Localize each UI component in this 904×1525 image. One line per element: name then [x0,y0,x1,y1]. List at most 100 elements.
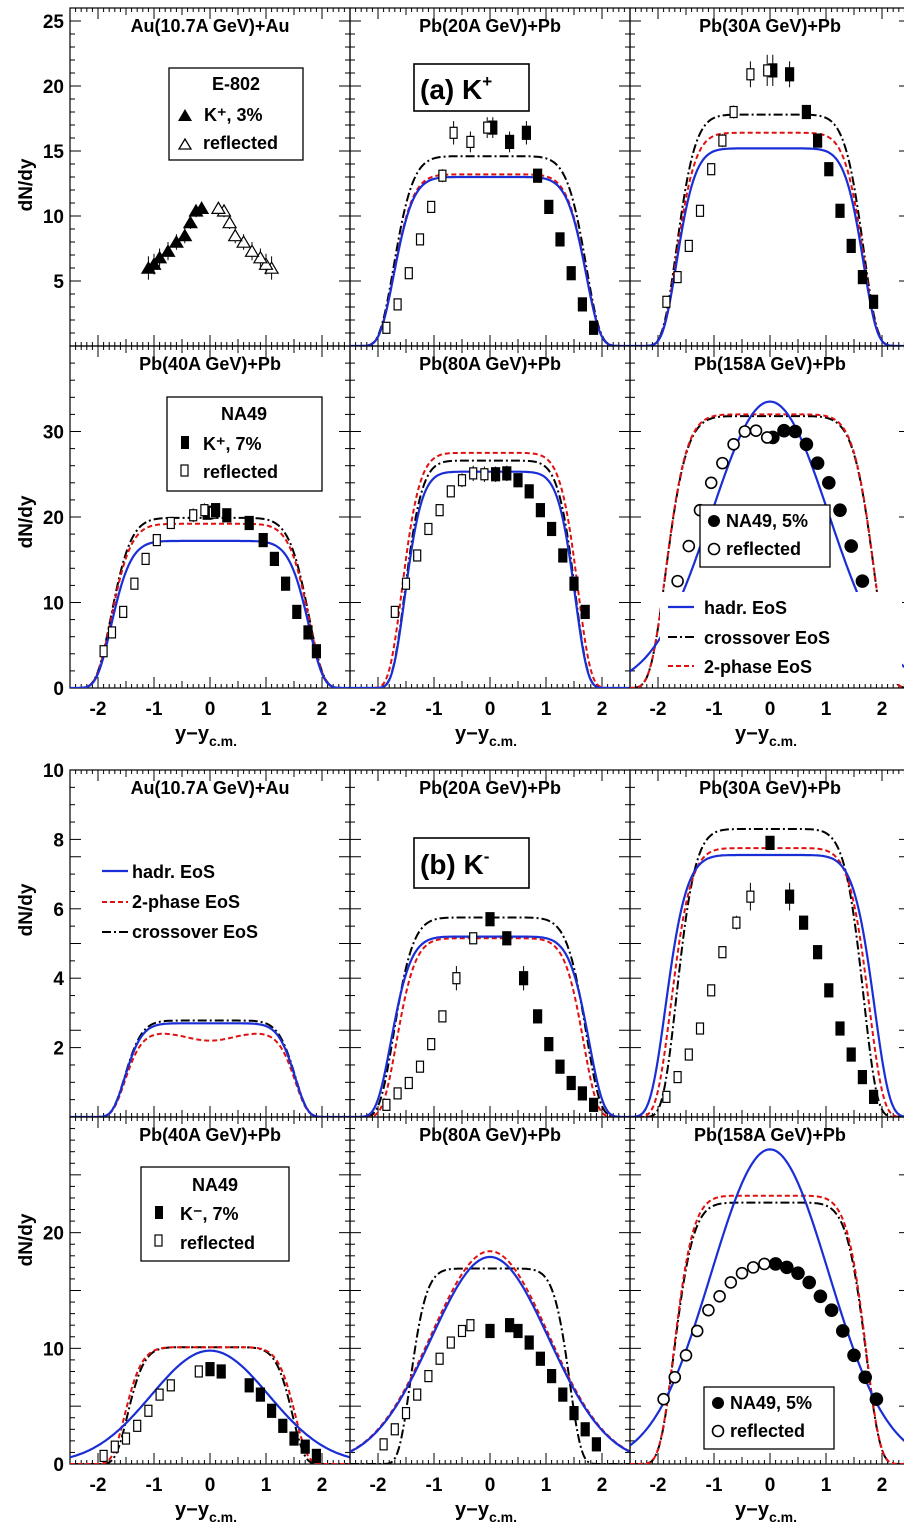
data-point [289,1431,299,1446]
data-point [824,1303,839,1317]
x-tick-label: 0 [205,699,216,720]
x-tick-label: 1 [261,699,272,720]
data-point [569,1406,579,1421]
x-tick-label: -1 [706,1475,723,1496]
data-point [824,162,834,177]
panel: Pb(20A GeV)+Pb [349,769,631,1118]
reflected-point [99,1449,108,1463]
reflected-point [695,1022,705,1035]
data-point [521,125,532,140]
legend-na49-5pct-reflected: reflected [730,1421,805,1441]
label-a-k-plus: (a) K+ [413,63,530,112]
reflected-point [435,1352,444,1365]
data-point [146,257,162,270]
x-tick-label: -1 [426,699,443,720]
data-point [588,1097,599,1112]
panel-title: Pb(80A GeV)+Pb [419,354,561,374]
reflected-point [401,577,411,590]
reflected-point [382,321,391,334]
data-point [502,466,512,481]
reflected-point [724,1276,738,1289]
panel: Pb(80A GeV)+Pb -2 -1 0 1 2 [349,345,631,720]
reflected-point [144,1404,153,1417]
data-point [532,168,543,183]
open-circle-icon [711,1424,725,1438]
reflected-point [252,250,268,264]
reflected-point [718,946,727,959]
reflected-point [227,228,243,242]
reflected-point [738,425,752,438]
reflected-point [684,239,693,252]
label-b-k-minus: (b) K- [413,837,530,889]
reflected-point [480,468,489,481]
reflected-point [107,626,117,639]
data-point [278,1418,288,1433]
reflected-point [382,1098,391,1111]
data-point [544,199,554,214]
x-tick-label: 0 [765,699,776,720]
x-tick-label: 2 [597,1475,608,1496]
data-point [168,234,184,248]
data-point [857,270,868,285]
two-phase-eos-curve [350,937,630,1117]
two-phase-eos-curve [70,217,350,346]
data-point [505,1318,515,1333]
legend-na49-kminus-k-entry: K⁻, 7% [180,1204,239,1224]
x-axis-labels: y−yc.m. y−yc.m. y−yc.m. y−yc.m. y−yc.m. y−yc.… [175,723,797,1525]
x-tick-label: 2 [317,1475,328,1496]
y-tick-label: 8 [53,830,64,851]
hadr-eos-curve [350,470,630,688]
reflected-point [466,1319,475,1332]
data-point [868,294,879,309]
x-axis-label: y−yc.m. [455,723,517,749]
data-point [835,203,845,218]
legend-na49-5pct-box [703,1386,835,1450]
data-point [485,1323,495,1339]
reflected-point [236,234,252,248]
open-triangle-icon [177,137,193,150]
data-point [513,1323,523,1339]
y-axis-label: dN/dy [16,158,37,211]
legend-na49-5pct-a: NA49, 5% reflected [699,504,831,568]
y-tick-label: 10 [43,594,64,615]
two-phase-eos-curve [630,413,904,688]
data-point [799,437,814,452]
data-point [303,625,313,640]
reflected-point [133,1419,142,1432]
data-point [569,576,579,591]
x-tick-label: 0 [205,1475,216,1496]
y-tick-label: 2 [53,1039,64,1060]
data-point [821,475,836,490]
y-axis-label: dN/dy [16,1213,37,1266]
data-point [502,931,512,946]
x-tick-label: -1 [706,699,723,720]
data-point [858,1370,873,1385]
reflected-point [727,438,740,451]
label-a-box [413,63,530,112]
panel: Pb(20A GeV)+Pb [349,7,631,347]
reflected-point [200,504,209,517]
legend-na49-kplus-title: NA49 [221,404,267,424]
x-tick-label: 1 [821,1475,832,1496]
reflected-point [702,1303,715,1317]
legend-e802-title: E-802 [212,74,260,94]
data-point [555,1059,565,1074]
two-phase-eos-curve [70,1032,350,1117]
data-point [777,423,791,438]
x-axis-label: y−yc.m. [175,1499,237,1525]
data-point [535,503,546,518]
y-tick-label: 5 [53,272,64,293]
data-point [491,467,501,482]
x-tick-label: 2 [877,1475,888,1496]
x-tick-label: 2 [597,699,608,720]
reflected-point [746,68,755,81]
crossover-eos-curve [350,155,630,346]
data-point [258,532,268,548]
panel-title: Pb(80A GeV)+Pb [419,1125,561,1145]
y-tick-label: 0 [53,1455,64,1476]
filled-triangle-icon [178,109,192,121]
data-point [844,539,859,553]
open-square-icon [180,464,189,477]
label-b-text: (b) K- [420,847,489,880]
reflected-point [657,1392,670,1406]
